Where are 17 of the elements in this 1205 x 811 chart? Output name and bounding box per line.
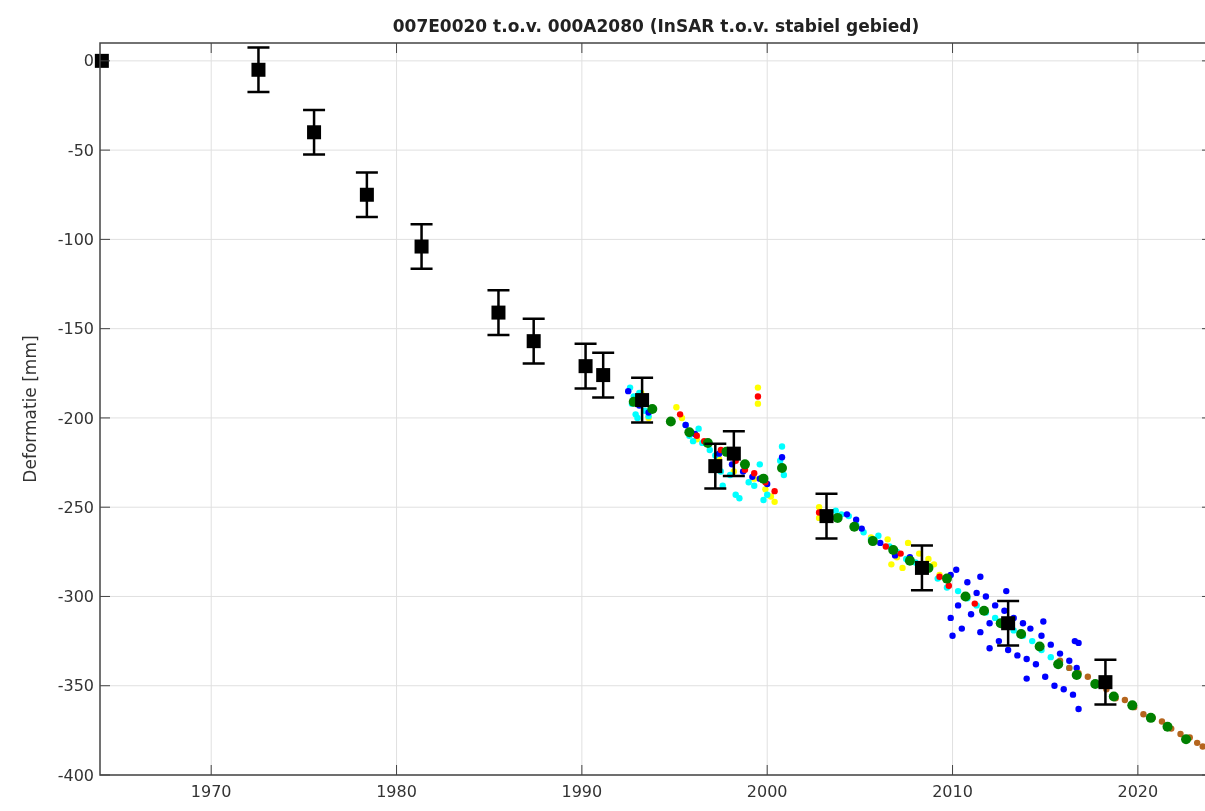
x-tick-label: 1980 <box>376 782 417 801</box>
y-tick-label: -300 <box>57 587 94 607</box>
y-tick-label: -250 <box>57 497 94 517</box>
x-tick-label: 1970 <box>190 782 232 801</box>
x-tick-label: 1990 <box>561 782 603 801</box>
y-tick-label: -200 <box>57 408 94 428</box>
x-tick-label: 2000 <box>746 782 788 801</box>
y-tick-label: -400 <box>57 765 94 785</box>
x-tick-label: 2020 <box>1117 782 1159 801</box>
chart-title: 007E0020 t.o.v. 000A2080 (InSAR t.o.v. stabiel gebied) <box>392 16 920 36</box>
y-tick-label: 0 <box>83 51 94 71</box>
y-axis-title: Deformatie [mm] <box>20 335 40 483</box>
y-tick-label: -350 <box>57 676 94 696</box>
y-tick-label: -50 <box>67 140 94 160</box>
y-tick-label: -150 <box>57 319 94 339</box>
x-tick-label: 2010 <box>932 782 973 801</box>
y-tick-label: -100 <box>57 229 94 249</box>
